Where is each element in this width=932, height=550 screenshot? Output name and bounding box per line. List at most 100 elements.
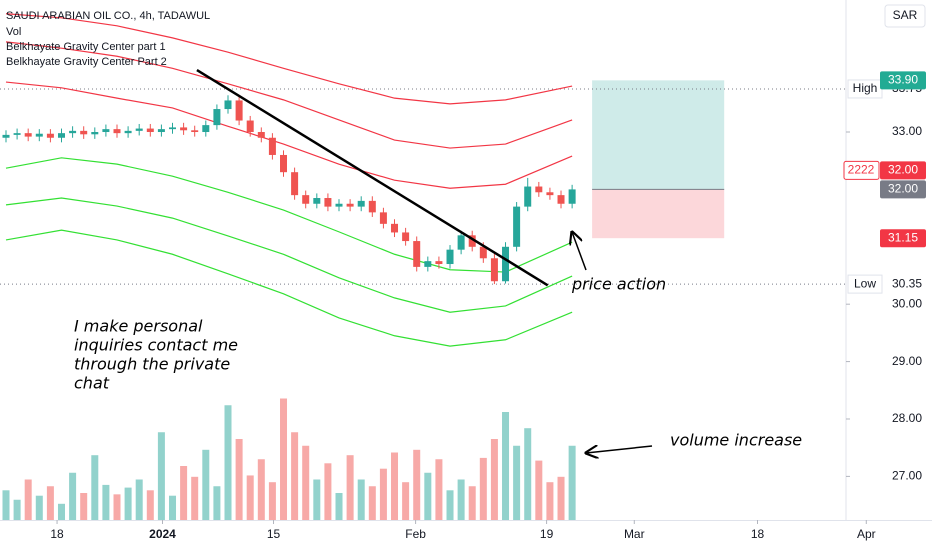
currency[interactable]: SAR — [893, 8, 918, 22]
candle-body — [157, 129, 165, 133]
volume-bar — [80, 493, 88, 520]
candle-body — [291, 172, 299, 196]
y-tick-label: 28.00 — [892, 411, 922, 425]
volume-bar — [146, 490, 154, 520]
price-tag-label: 33.90 — [888, 73, 918, 87]
symbol-code: 2222 — [848, 163, 875, 177]
candle-body — [91, 132, 99, 135]
level-value: 30.35 — [892, 276, 922, 290]
candle-body — [468, 235, 476, 247]
symbol-tag — [843, 160, 880, 180]
price-tag — [880, 161, 926, 180]
candle-body — [35, 133, 43, 137]
volume-bar — [535, 460, 543, 520]
candle-body — [335, 203, 343, 207]
legend-item: Belkhayate Gravity Center Part 2 — [6, 56, 167, 68]
candle-body — [202, 125, 210, 133]
candle-body — [13, 133, 21, 135]
volume-bar — [302, 445, 310, 520]
candle-body — [313, 198, 321, 204]
volume-bar — [224, 405, 232, 520]
volume-bar — [513, 445, 521, 520]
volume-bar — [257, 459, 265, 520]
volume-bar — [357, 479, 365, 520]
x-tick-label: 15 — [267, 527, 281, 541]
x-tick-label: 19 — [540, 527, 554, 541]
candle-body — [424, 261, 432, 267]
legend-item: Vol — [6, 26, 21, 38]
volume-bar — [557, 476, 565, 520]
candle-body — [357, 200, 365, 207]
candle-body — [346, 203, 354, 207]
band-line — [5, 81, 573, 189]
volume-bar — [24, 479, 32, 520]
volume-bar — [13, 499, 21, 520]
band-line — [5, 41, 573, 149]
candle-body — [80, 130, 88, 135]
candle-body — [546, 192, 554, 196]
candle-body — [69, 130, 77, 134]
volume-bar — [313, 479, 321, 520]
y-tick-label: 33.00 — [892, 124, 922, 138]
candle-body — [413, 241, 421, 267]
candle-body — [280, 154, 288, 173]
candle-body — [435, 261, 443, 265]
volume-bar — [202, 449, 210, 520]
volume-bar — [180, 466, 188, 520]
candle-body — [446, 249, 454, 265]
candle-body — [102, 129, 110, 133]
candle-body — [324, 198, 332, 207]
volume-bar — [546, 482, 554, 520]
volume-bar — [402, 482, 410, 520]
volume-bar — [124, 487, 132, 520]
currency-button[interactable] — [884, 4, 926, 28]
band-line — [5, 13, 573, 105]
volume-bar — [102, 484, 110, 520]
candle-body — [169, 127, 177, 130]
volume-bar — [91, 455, 99, 520]
candle-body — [368, 200, 376, 213]
annotation: chat — [74, 374, 110, 393]
candle-body — [302, 195, 310, 204]
candle-body — [457, 235, 465, 250]
volume-bar — [268, 482, 276, 520]
axes: 27.00 28.00 29.00 30.00 33.00 18 2024 15 Feb 19 Ma… — [50, 71, 926, 541]
level-tag — [847, 274, 883, 294]
x-tick-label: 18 — [50, 527, 64, 541]
volume-bar — [502, 412, 510, 520]
volume-bar — [191, 476, 199, 520]
candle-body — [213, 109, 221, 126]
candle-body — [379, 212, 387, 224]
candle-body — [535, 186, 543, 193]
plot-area — [0, 13, 846, 520]
candle-body — [557, 195, 565, 204]
price-tag — [880, 71, 926, 90]
candle-body — [246, 120, 254, 133]
volume-bar — [213, 486, 221, 520]
band-line — [5, 157, 573, 273]
volume-bar — [568, 445, 576, 520]
candle-body — [268, 137, 276, 155]
arrow — [572, 232, 587, 271]
candle-body — [46, 133, 54, 138]
volume-bar — [35, 495, 43, 520]
candle-body — [402, 232, 410, 242]
volume-bar — [424, 472, 432, 520]
volume-bar — [524, 428, 532, 520]
annotation: inquiries contact me — [74, 336, 238, 355]
volume-bar — [391, 452, 399, 520]
price-tag-label: 32.00 — [888, 163, 918, 177]
volume-bar — [157, 432, 165, 520]
candle-body — [568, 189, 576, 204]
annotation: volume increase — [670, 431, 802, 450]
target-zone — [592, 80, 725, 190]
candle-body — [113, 129, 121, 134]
volume-bar — [479, 457, 487, 520]
volume-bar — [490, 439, 498, 520]
candle-body — [124, 130, 132, 134]
annotation: through the private — [74, 355, 230, 374]
level-name: High — [853, 81, 878, 95]
candle-body — [224, 100, 232, 110]
volume-bar — [468, 486, 476, 520]
